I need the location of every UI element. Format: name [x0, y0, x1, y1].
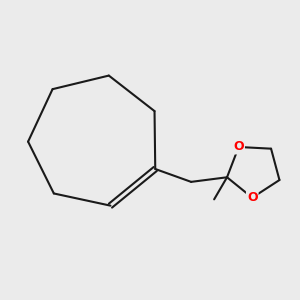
- Text: O: O: [233, 140, 244, 154]
- Text: O: O: [247, 191, 258, 204]
